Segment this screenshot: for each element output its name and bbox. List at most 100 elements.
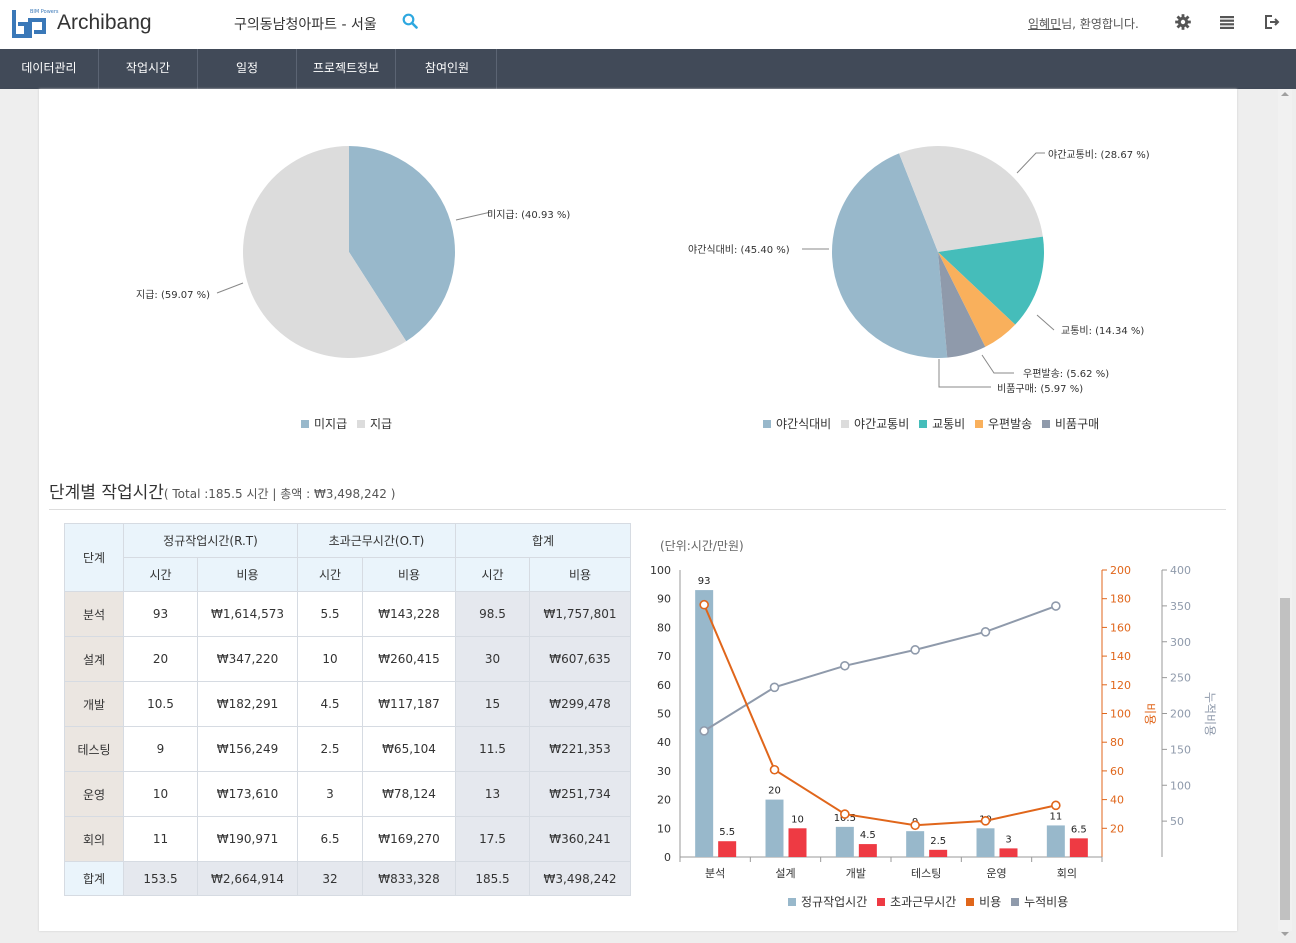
sum-cell: ₩221,353 <box>529 726 631 772</box>
cumulative-cost-point[interactable] <box>699 726 709 736</box>
legend-swatch <box>301 420 309 428</box>
pie1-label-paid: 지급: (59.07 %) <box>136 289 210 301</box>
sum-cell: 15 <box>455 681 530 727</box>
table-row: 운영 10 ₩173,610 3 ₩78,124 13 ₩251,734 <box>64 771 631 817</box>
table-total-row: 합계 153.5 ₩2,664,914 32 ₩833,328 185.5 ₩3… <box>64 861 631 896</box>
cell: 2.5 <box>297 726 363 772</box>
gear-icon[interactable] <box>1174 13 1192 31</box>
cell: ₩65,104 <box>362 726 456 772</box>
cost-point[interactable] <box>1051 800 1061 811</box>
col-header-stage: 단계 <box>64 523 124 592</box>
regular-hours-bar[interactable] <box>1046 825 1065 857</box>
legend-swatch <box>975 420 984 428</box>
cumulative-cost-point[interactable] <box>840 660 850 671</box>
legend-item[interactable]: 누적비용 <box>1011 893 1068 910</box>
payment-pie-chart: 미지급: (40.93 %) 지급: (59.07 %) <box>136 146 570 358</box>
pie2-label-transport: 교통비: (14.34 %) <box>1061 325 1144 337</box>
legend-item[interactable]: 비품구매 <box>1042 415 1099 432</box>
cost-point[interactable] <box>910 820 920 831</box>
sum-cell: ₩360,241 <box>529 816 631 862</box>
regular-hours-bar[interactable] <box>906 831 925 857</box>
legend-item[interactable]: 미지급 <box>301 415 347 432</box>
section-title-text: 단계별 작업시간 <box>49 483 164 503</box>
list-icon[interactable] <box>1218 13 1236 31</box>
overtime-hours-bar[interactable] <box>1069 838 1088 857</box>
left-axis-tick-label: 80 <box>657 621 671 634</box>
pie2-slice[interactable] <box>938 236 1044 325</box>
cost-point[interactable] <box>699 599 709 610</box>
regular-hours-bar[interactable] <box>695 590 714 857</box>
bp-logo-icon[interactable] <box>12 8 48 40</box>
scroll-up-arrow-icon[interactable] <box>1280 90 1290 98</box>
legend-item[interactable]: 야간교통비 <box>841 415 909 432</box>
cell: ₩1,614,573 <box>197 591 298 637</box>
nav-item-project-info[interactable]: 프로젝트정보 <box>297 49 396 89</box>
legend-item[interactable]: 초과근무시간 <box>877 893 956 910</box>
col-header-time: 시간 <box>455 557 530 592</box>
app-title[interactable]: Archibang <box>57 11 152 34</box>
total-cell: ₩833,328 <box>362 861 456 896</box>
legend-item[interactable]: 교통비 <box>919 415 965 432</box>
overtime-hours-bar[interactable] <box>788 828 807 857</box>
right-axis-cost-tick-label: 120 <box>1110 679 1131 692</box>
cumulative-cost-point[interactable] <box>1051 601 1061 611</box>
nav-item-schedule[interactable]: 일정 <box>198 49 297 89</box>
pie1-slice[interactable] <box>243 146 407 358</box>
nav-item-data[interactable]: 데이터관리 <box>0 49 99 89</box>
regular-hours-bar[interactable] <box>835 826 854 857</box>
legend-item[interactable]: 우편발송 <box>975 415 1032 432</box>
overtime-hours-bar[interactable] <box>929 849 948 857</box>
nav-item-worktime[interactable]: 작업시간 <box>99 49 198 89</box>
regular-hours-bar[interactable] <box>765 799 784 857</box>
scrollbar-thumb[interactable] <box>1280 598 1290 920</box>
sum-cell: 30 <box>455 636 530 682</box>
legend-item[interactable]: 지급 <box>356 415 392 432</box>
overtime-hours-bar[interactable] <box>718 841 737 857</box>
pie2-slice[interactable] <box>938 252 1016 347</box>
regular-hours-data-label: 11 <box>1049 811 1062 822</box>
pie2-slice[interactable] <box>831 153 948 359</box>
sum-cell: ₩1,757,801 <box>529 591 631 637</box>
left-axis-tick-label: 30 <box>657 765 671 778</box>
right-axis-cost-tick-label: 60 <box>1110 765 1124 778</box>
right-axis-cost-tick-label: 160 <box>1110 621 1131 634</box>
legend-item[interactable]: 야간식대비 <box>763 415 831 432</box>
total-cell: 32 <box>297 861 363 896</box>
scroll-down-arrow-icon[interactable] <box>1280 930 1290 938</box>
logout-icon[interactable] <box>1263 13 1281 31</box>
cell: ₩169,270 <box>362 816 456 862</box>
total-cell: ₩2,664,914 <box>197 861 298 896</box>
nav-item-members[interactable]: 참여인원 <box>398 49 497 89</box>
legend-swatch <box>763 420 771 428</box>
cost-point[interactable] <box>980 816 991 826</box>
overtime-hours-data-label: 4.5 <box>860 830 876 841</box>
overtime-hours-data-label: 10 <box>791 814 804 825</box>
col-header-time: 시간 <box>297 557 363 592</box>
cumulative-cost-line <box>703 605 1057 732</box>
pie1-slice[interactable] <box>349 146 455 342</box>
stage-cell: 회의 <box>64 816 124 862</box>
left-axis-tick-label: 0 <box>664 851 671 864</box>
cell: ₩156,249 <box>197 726 298 772</box>
pie2-slice[interactable] <box>938 252 986 358</box>
legend-item[interactable]: 비용 <box>966 893 1001 910</box>
total-label-cell: 합계 <box>64 861 124 896</box>
cumulative-cost-point[interactable] <box>910 645 920 655</box>
cost-point[interactable] <box>769 764 780 775</box>
overtime-hours-bar[interactable] <box>999 848 1018 857</box>
right-axis-cost-tick-label: 80 <box>1110 736 1124 749</box>
regular-hours-bar[interactable] <box>976 828 995 857</box>
cumulative-cost-point[interactable] <box>769 682 780 693</box>
legend-label: 초과근무시간 <box>890 895 957 909</box>
pie2-slice[interactable] <box>899 146 1043 252</box>
overtime-hours-bar[interactable] <box>858 844 877 857</box>
user-name-link[interactable]: 임혜민 <box>1028 17 1062 31</box>
legend-item[interactable]: 정규작업시간 <box>788 893 867 910</box>
cumulative-cost-point[interactable] <box>980 627 991 637</box>
search-icon[interactable] <box>402 13 418 29</box>
cell: ₩182,291 <box>197 681 298 727</box>
cost-point[interactable] <box>840 809 850 819</box>
regular-hours-data-label: 20 <box>768 786 781 797</box>
worktime-table: 단계 정규작업시간(R.T) 초과근무시간(O.T) 합계 시간 비용 시간 비… <box>64 523 631 896</box>
legend-swatch <box>966 898 975 906</box>
